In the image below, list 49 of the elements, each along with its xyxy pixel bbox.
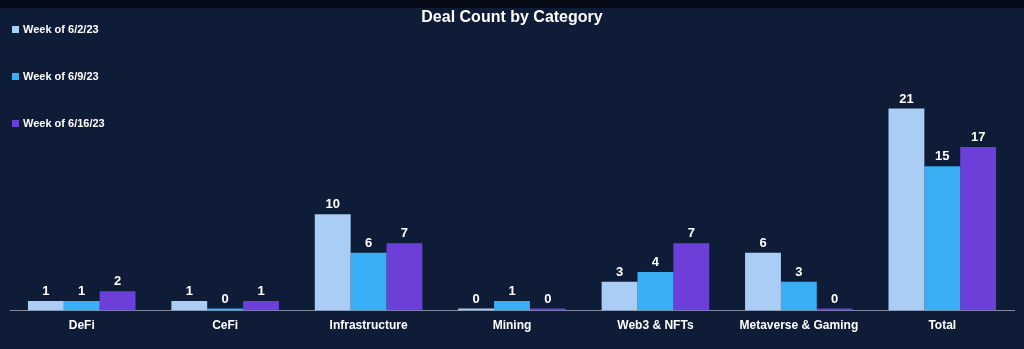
- bar: [243, 300, 279, 311]
- data-label: 4: [651, 254, 660, 270]
- data-label: 17: [970, 129, 986, 145]
- bar: [63, 300, 100, 311]
- bar: [27, 300, 64, 311]
- data-label: 1: [42, 283, 50, 299]
- bar: [673, 243, 710, 311]
- x-tick-label: DeFi: [68, 318, 95, 333]
- legend-label: Week of 6/2/23: [23, 23, 99, 35]
- data-label: 6: [759, 234, 767, 250]
- bar: [494, 300, 530, 311]
- x-tick-label: Metaverse & Gaming: [739, 318, 859, 333]
- bar: [386, 243, 423, 311]
- data-label: 1: [78, 283, 86, 299]
- x-tick-label: Infrastructure: [329, 318, 408, 333]
- bar: [99, 291, 136, 311]
- data-label: 1: [257, 283, 265, 299]
- data-label: 0: [472, 290, 480, 306]
- bar: [314, 214, 351, 311]
- bar: [350, 252, 387, 311]
- bar: [601, 281, 638, 311]
- data-label: 2: [113, 273, 122, 289]
- data-label: 7: [687, 225, 695, 241]
- data-label: 15: [935, 148, 950, 164]
- bar: [171, 300, 208, 311]
- data-label: 10: [325, 196, 340, 212]
- data-label: 0: [221, 290, 229, 306]
- legend-label: Week of 6/16/23: [23, 117, 105, 129]
- x-tick-label: Total: [928, 318, 957, 333]
- x-tick-label: Mining: [492, 318, 532, 333]
- x-tick-label: CeFi: [212, 318, 239, 333]
- chart-title: Deal Count by Category: [421, 8, 603, 25]
- data-label: 0: [831, 290, 839, 306]
- data-label: 21: [899, 90, 914, 106]
- bar: [924, 166, 961, 311]
- bar: [637, 272, 674, 311]
- data-label: 3: [795, 263, 803, 279]
- data-label: 7: [400, 225, 409, 241]
- data-label: 1: [185, 283, 193, 299]
- data-label: 6: [364, 234, 373, 250]
- bar: [745, 252, 781, 311]
- bar: [780, 281, 817, 311]
- data-label: 0: [544, 290, 552, 306]
- data-label: 1: [508, 283, 516, 299]
- legend-label: Week of 6/9/23: [23, 70, 99, 82]
- bar: [888, 108, 925, 311]
- bar: [960, 146, 997, 311]
- x-tick-label: Web3 & NFTs: [617, 318, 694, 333]
- data-label: 3: [615, 263, 624, 279]
